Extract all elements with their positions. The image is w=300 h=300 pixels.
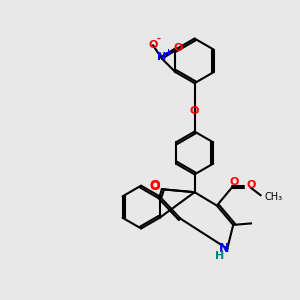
Text: O: O	[148, 40, 158, 50]
Text: -: -	[156, 34, 160, 44]
Text: O: O	[149, 180, 160, 193]
Text: O: O	[190, 106, 199, 116]
Text: N: N	[157, 52, 167, 62]
Text: CH₃: CH₃	[264, 192, 282, 202]
Text: N: N	[218, 242, 229, 255]
Text: H: H	[215, 251, 224, 261]
Text: O: O	[149, 179, 160, 192]
Text: O: O	[246, 180, 255, 190]
Text: O: O	[174, 43, 183, 53]
Text: +: +	[164, 48, 171, 57]
Text: O: O	[230, 177, 239, 187]
